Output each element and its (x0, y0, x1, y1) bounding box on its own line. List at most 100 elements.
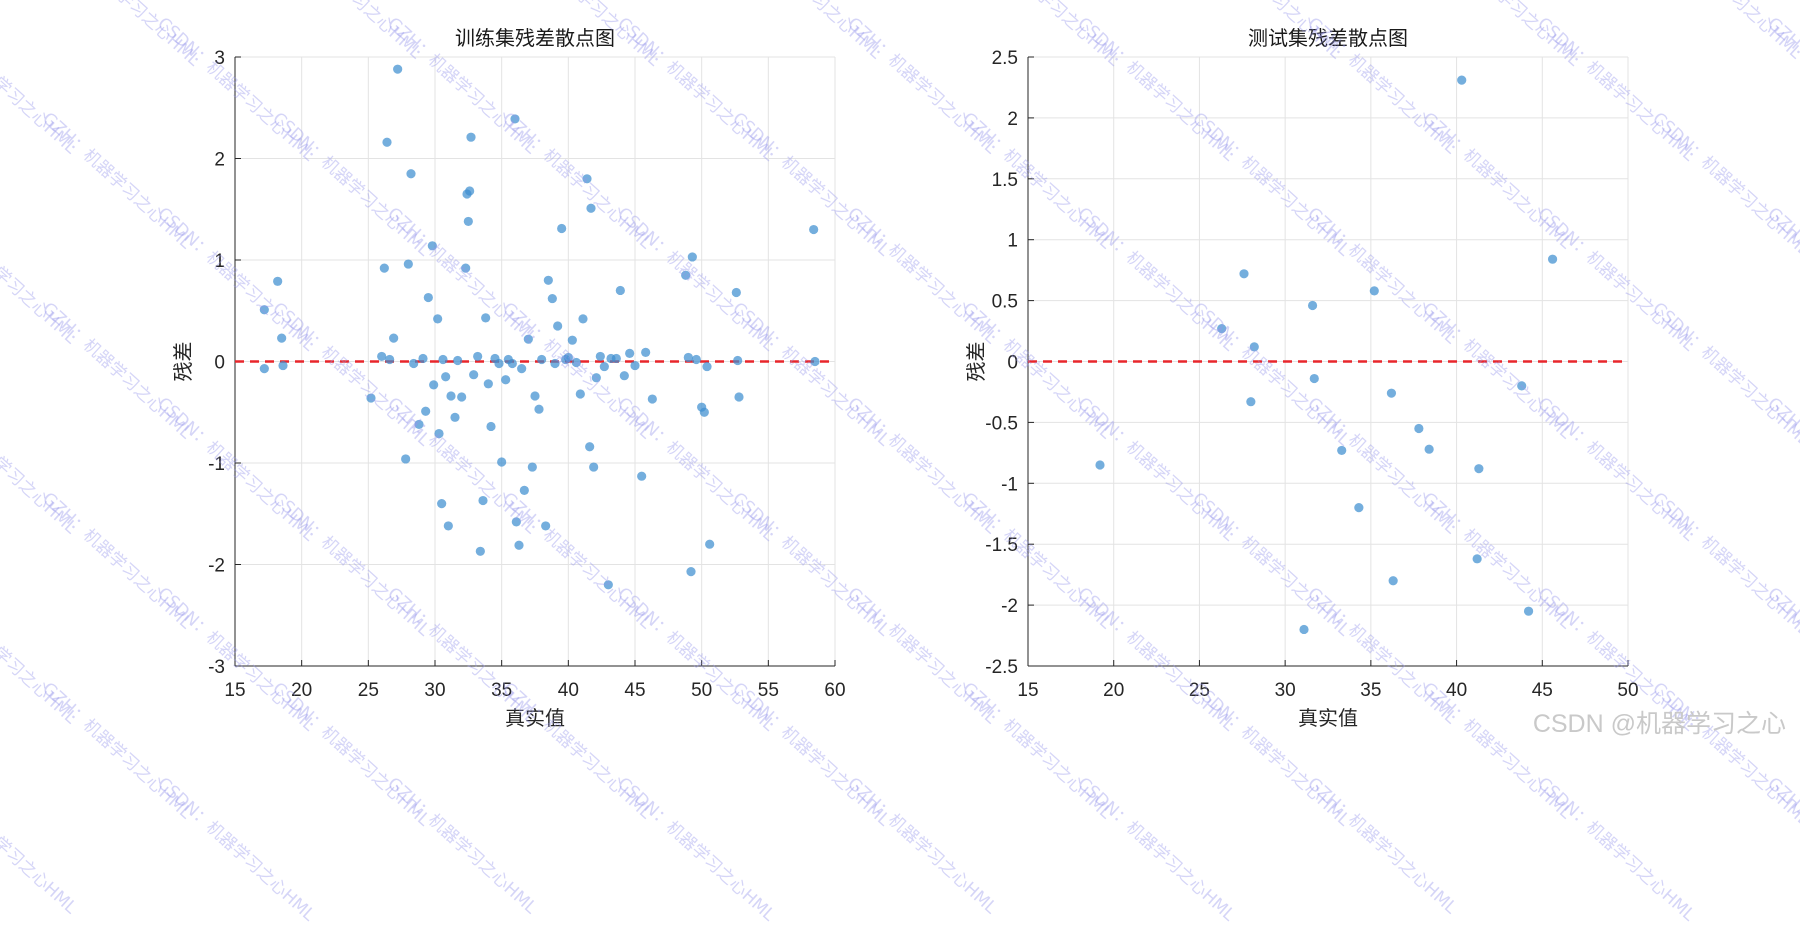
data-point (510, 114, 520, 124)
x-axis-label: 真实值 (505, 706, 565, 730)
data-point (578, 314, 588, 324)
y-tick-label: -0.5 (985, 413, 1018, 434)
watermark-text: CSDN：机器学习之心HML (153, 773, 319, 925)
data-point (437, 499, 447, 509)
data-point (1309, 373, 1319, 384)
data-point (1239, 269, 1249, 279)
data-point (519, 485, 529, 496)
data-point (630, 360, 640, 371)
test-residual-plot: 15 20 25 30 35 40 45 50 -2.5 -2 -1.5 -1 -0.5 0 0.5 1 1.5… (964, 26, 1639, 730)
watermark-text: CSDN：机器学习之心HML (1073, 773, 1239, 925)
watermark-text: CSDN：机器学习之心HML (613, 773, 779, 925)
data-point (475, 546, 485, 556)
data-point (687, 252, 697, 262)
data-point (1217, 324, 1227, 334)
y-tick-label: 1 (214, 251, 225, 272)
y-tick-label: 2.5 (992, 48, 1018, 69)
data-point (421, 406, 431, 416)
data-point (438, 354, 448, 365)
y-tick-label: -2 (208, 556, 225, 577)
data-point (705, 539, 715, 549)
data-point (1249, 342, 1259, 352)
y-tick-label: 0 (214, 353, 225, 374)
x-tick-label: 50 (691, 680, 712, 701)
data-point (683, 352, 693, 363)
data-point (731, 287, 741, 298)
x-tick-label: 20 (291, 680, 312, 701)
x-tick-label: 25 (1189, 680, 1210, 701)
data-point (595, 351, 605, 362)
data-point (589, 462, 599, 472)
data-point (466, 132, 476, 142)
data-point (1414, 423, 1424, 434)
x-tick-label: 15 (1017, 680, 1038, 701)
data-point (483, 379, 493, 389)
data-point (259, 305, 269, 315)
data-point (1424, 444, 1434, 454)
chart-title: 测试集残差散点图 (1248, 26, 1408, 50)
x-tick-label: 50 (1617, 680, 1638, 701)
data-point (463, 216, 473, 227)
x-tick-label: 45 (624, 680, 645, 701)
data-point (514, 540, 524, 550)
data-point (1517, 381, 1527, 391)
data-point (1095, 460, 1105, 470)
y-tick-label: -1 (208, 454, 225, 475)
y-tick-label: 1.5 (992, 170, 1018, 191)
y-tick-label: 0 (1007, 353, 1018, 374)
data-point (686, 567, 696, 577)
y-tick-label: -2 (1001, 596, 1018, 617)
data-point (414, 419, 424, 430)
watermark-text: GZH：机器学习之心HML (383, 773, 541, 919)
y-axis-label: 残差 (171, 342, 195, 382)
data-point (481, 313, 491, 323)
y-tick-label: -1.5 (985, 535, 1018, 556)
x-tick-label: 45 (1532, 680, 1553, 701)
data-point (277, 333, 287, 343)
data-point (418, 353, 428, 364)
data-point (423, 292, 433, 303)
data-point (571, 357, 581, 368)
data-point (429, 380, 439, 390)
y-tick-label: 3 (214, 48, 225, 69)
data-point (547, 293, 557, 304)
data-point (810, 356, 820, 367)
data-point (647, 394, 657, 404)
data-point (733, 355, 743, 366)
data-point (1474, 464, 1484, 474)
watermark-text: GZH：机器学习之心HML (1763, 773, 1800, 919)
data-point (273, 276, 283, 286)
data-point (1472, 554, 1482, 564)
data-point (379, 263, 389, 273)
x-tick-label: 30 (424, 680, 445, 701)
watermark-text: GZH：机器学习之心HML (843, 773, 1001, 919)
data-point (734, 392, 744, 402)
x-tick-label: 20 (1103, 680, 1124, 701)
x-tick-label: 30 (1275, 680, 1296, 701)
data-point (469, 370, 479, 380)
data-point (702, 361, 712, 372)
data-point (582, 174, 592, 184)
data-point (1523, 606, 1534, 616)
data-point (567, 335, 577, 345)
data-point (523, 334, 533, 344)
data-point (557, 223, 567, 234)
data-point (403, 259, 413, 269)
data-point (377, 351, 387, 362)
x-tick-label: 60 (824, 680, 845, 701)
data-point (517, 364, 527, 374)
data-point (446, 391, 456, 401)
data-point (473, 351, 483, 362)
data-point (599, 361, 609, 372)
x-tick-label: 35 (491, 680, 512, 701)
x-tick-label: 35 (1360, 680, 1381, 701)
data-point (461, 263, 471, 273)
data-point (465, 186, 475, 196)
data-point (486, 421, 496, 432)
data-point (541, 521, 551, 531)
footer-watermark: CSDN @机器学习之心 (1532, 710, 1786, 738)
data-point (434, 428, 444, 439)
y-tick-label: 2 (214, 150, 225, 171)
data-point (494, 358, 504, 369)
x-tick-label: 25 (358, 680, 379, 701)
